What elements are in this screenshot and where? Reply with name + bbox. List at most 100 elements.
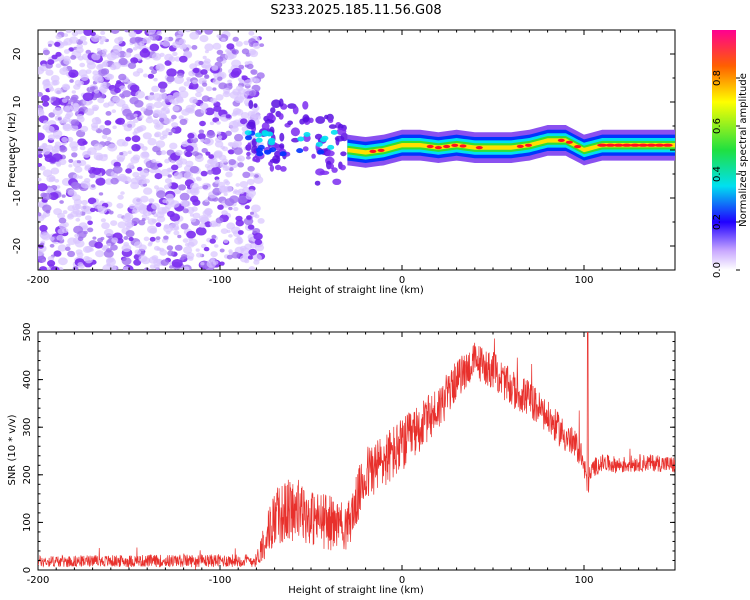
heatmap-noise-cell xyxy=(151,85,160,93)
heatmap-noise-cell xyxy=(41,142,48,148)
heatmap-noise-cell xyxy=(57,117,62,121)
heatmap-transition-cell xyxy=(315,168,325,176)
heatmap-noise-cell xyxy=(99,35,107,42)
heatmap-noise-cell xyxy=(175,149,183,156)
heatmap-noise-cell xyxy=(94,116,100,121)
heatmap-noise-cell xyxy=(169,99,175,104)
heatmap-noise-cell xyxy=(83,255,90,262)
heatmap-noise-cell xyxy=(75,217,81,222)
heatmap-bright-cell xyxy=(268,137,276,143)
heatmap-noise-cell xyxy=(206,130,216,139)
heatmap-noise-cell xyxy=(80,205,90,213)
heatmap-noise-cell xyxy=(190,195,199,203)
heatmap-noise-cell xyxy=(170,128,176,133)
heatmap-noise-cell xyxy=(211,234,217,239)
heatmap-noise-cell xyxy=(154,132,160,138)
heatmap-noise-cell xyxy=(132,46,138,51)
heatmap-noise-cell xyxy=(172,41,181,49)
heatmap-transition-cell xyxy=(325,150,335,157)
heatmap-noise-cell xyxy=(134,249,142,255)
heatmap-noise-cell xyxy=(184,107,191,113)
heatmap-noise-cell xyxy=(151,69,157,75)
heatmap-noise-cell xyxy=(145,216,150,220)
heatmap-noise-cell xyxy=(100,236,105,241)
snr-axes: -200 -100 0 100 0 100 200 300 400 500 xyxy=(22,322,676,586)
heatmap-noise-cell xyxy=(111,109,117,114)
heatmap-noise-cell xyxy=(48,87,55,92)
heatmap-noise-cell xyxy=(107,101,115,107)
heatmap-noise-cell xyxy=(191,143,198,148)
heatmap-noise-cell xyxy=(158,113,167,120)
heatmap-noise-cell xyxy=(40,242,45,247)
heatmap-noise-cell xyxy=(49,157,57,163)
heatmap-noise-cell xyxy=(199,120,206,127)
heatmap-noise-cell xyxy=(237,195,248,204)
heatmap-noise-cell xyxy=(47,59,55,65)
heatmap-noise-cell xyxy=(54,41,61,47)
heatmap-noise-cell xyxy=(125,136,132,142)
heatmap-transition-cell xyxy=(271,99,282,108)
colorbar-tick-label: 0.2 xyxy=(712,214,723,230)
heatmap-noise-cell xyxy=(219,248,225,253)
heatmap-noise-cell xyxy=(77,138,87,146)
heatmap-noise-cell xyxy=(217,76,223,81)
heatmap-noise-cell xyxy=(215,94,224,101)
heatmap-noise-cell xyxy=(38,177,42,182)
heatmap-noise-cell xyxy=(181,44,187,49)
heatmap-noise-cell xyxy=(246,178,255,185)
heatmap-noise-cell xyxy=(158,117,165,123)
heatmap-noise-cell xyxy=(227,149,235,155)
heatmap-noise-cell xyxy=(204,30,213,35)
heatmap-peak-cell xyxy=(525,143,532,147)
heatmap-noise-cell xyxy=(64,113,72,120)
heatmap-peak-cell xyxy=(605,143,616,147)
heatmap-noise-cell xyxy=(104,120,112,126)
heatmap-noise-cell xyxy=(61,194,66,198)
heatmap-noise-cell xyxy=(231,67,242,76)
heatmap-noise-cell xyxy=(63,49,70,54)
heatmap-noise-cell xyxy=(45,144,54,151)
heatmap-noise-cell xyxy=(128,236,134,242)
heatmap-noise-cell xyxy=(127,150,132,155)
heatmap-noise-cell xyxy=(187,132,195,139)
heatmap-noise-cell xyxy=(71,90,77,94)
heatmap-noise-cell xyxy=(66,243,71,248)
heatmap-noise-cell xyxy=(78,175,83,179)
heatmap-noise-cell xyxy=(245,193,254,200)
heatmap-noise-cell xyxy=(77,262,84,267)
heatmap-noise-cell xyxy=(117,213,123,219)
heatmap-noise-cell xyxy=(173,92,181,99)
colorbar-ticks: 0.0 0.2 0.4 0.6 0.8 xyxy=(712,70,740,278)
heatmap-noise-cell xyxy=(171,259,183,268)
heatmap-noise-cell xyxy=(216,121,221,125)
heatmap-noise-cell xyxy=(225,167,230,171)
heatmap-noise-cell xyxy=(116,117,125,125)
heatmap-noise-cell xyxy=(128,162,134,167)
heatmap-noise-cell xyxy=(182,208,189,214)
heatmap-noise-cell xyxy=(189,96,198,104)
heatmap-noise-cell xyxy=(69,103,80,111)
heatmap-noise-cell xyxy=(90,31,96,36)
heatmap-noise-cell xyxy=(168,56,176,62)
heatmap-noise-cell xyxy=(118,73,127,81)
heatmap-noise-cell xyxy=(119,152,124,156)
heatmap-noise-cell xyxy=(110,30,120,34)
heatmap-noise-cell xyxy=(181,141,189,148)
heatmap-noise-cell xyxy=(67,189,76,196)
heatmap-noise-cell xyxy=(49,236,55,241)
heatmap-noise-cell xyxy=(121,257,132,266)
heatmap-noise-cell xyxy=(38,147,43,155)
heatmap-noise-cell xyxy=(57,212,66,220)
heatmap-noise-cell xyxy=(127,62,137,69)
heatmap-noise-cell xyxy=(86,62,96,70)
heatmap-noise-cell xyxy=(251,105,260,112)
y-tick-label: 0 xyxy=(22,567,33,573)
heatmap-noise-cell xyxy=(92,202,101,209)
x-tick-label: 100 xyxy=(574,575,593,586)
heatmap-noise-cell xyxy=(204,208,213,216)
heatmap-peak-cell xyxy=(516,144,524,148)
heatmap-noise-cell xyxy=(237,157,242,161)
heatmap-noise-cell xyxy=(152,110,161,117)
heatmap-noise-cell xyxy=(200,69,208,75)
heatmap-transition-cell xyxy=(324,114,329,120)
